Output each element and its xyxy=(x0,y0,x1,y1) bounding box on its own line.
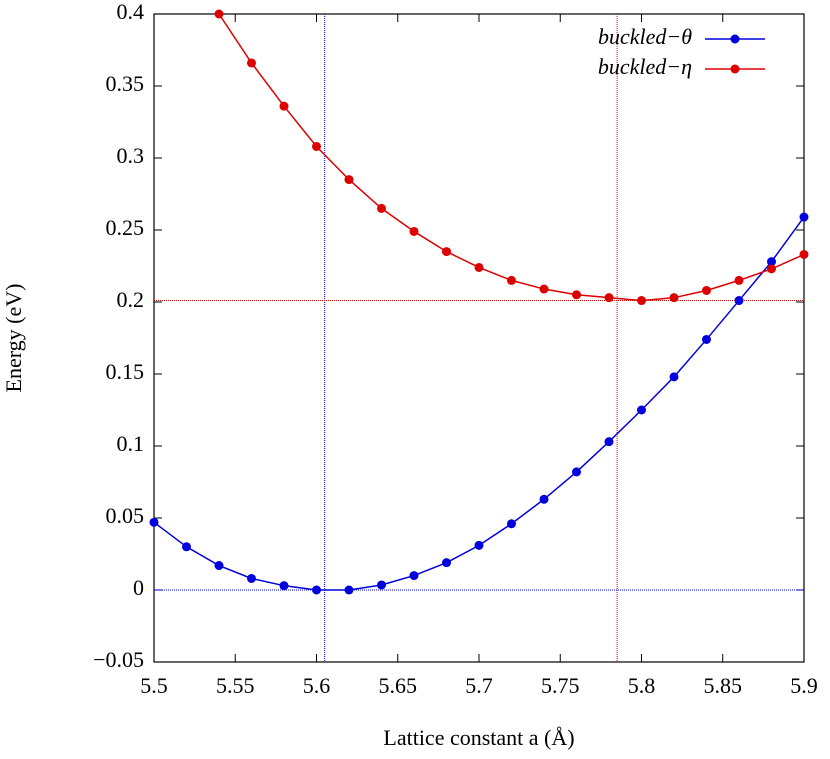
data-point xyxy=(279,581,289,591)
series-line xyxy=(153,216,805,591)
y-tick-label: 0.05 xyxy=(106,503,145,528)
x-tick-label: 5.55 xyxy=(216,673,255,698)
data-point xyxy=(377,580,386,590)
data-point xyxy=(702,285,711,295)
y-tick-label: 0.1 xyxy=(117,431,145,456)
x-tick-label: 5.75 xyxy=(541,673,580,698)
legend-label: buckled−η xyxy=(598,54,692,79)
y-axis-label: Energy (eV) xyxy=(1,284,26,393)
x-tick-label: 5.8 xyxy=(628,673,656,698)
data-point xyxy=(149,517,159,527)
x-tick-label: 5.9 xyxy=(790,673,818,698)
data-point xyxy=(799,249,809,259)
y-tick-label: 0.15 xyxy=(106,359,145,384)
data-point xyxy=(279,101,289,111)
data-point xyxy=(442,558,451,568)
data-point xyxy=(442,247,451,257)
data-point xyxy=(182,542,191,552)
data-point xyxy=(247,573,256,583)
y-tick-label: 0.3 xyxy=(117,143,145,168)
data-point xyxy=(572,467,581,477)
legend-swatch xyxy=(730,34,740,44)
data-point xyxy=(767,264,776,274)
x-tick-label: 5.85 xyxy=(704,673,743,698)
data-point xyxy=(312,141,321,151)
x-tick-label: 5.5 xyxy=(140,673,168,698)
data-point xyxy=(214,9,224,19)
data-point xyxy=(767,257,776,267)
data-point xyxy=(604,293,614,303)
data-point xyxy=(474,262,484,272)
data-point xyxy=(344,175,354,185)
y-tick-label: 0 xyxy=(133,575,144,600)
y-tick-label: 0.25 xyxy=(106,215,145,240)
plot-frame xyxy=(153,13,805,663)
y-tick-label: −0.05 xyxy=(93,647,144,672)
data-point xyxy=(669,293,679,303)
data-point xyxy=(702,334,711,344)
y-tick-label: 0.2 xyxy=(117,287,145,312)
data-point xyxy=(637,296,646,306)
legend-swatch xyxy=(730,64,740,74)
data-point xyxy=(474,540,484,550)
data-point xyxy=(507,275,516,285)
data-point xyxy=(409,226,419,236)
data-point xyxy=(604,437,614,447)
data-point xyxy=(637,405,646,415)
data-point xyxy=(312,585,321,595)
data-point xyxy=(799,212,809,222)
legend-label: buckled−θ xyxy=(598,24,692,49)
x-tick-label: 5.7 xyxy=(465,673,493,698)
data-point xyxy=(377,203,386,213)
data-point xyxy=(669,372,679,382)
data-point xyxy=(507,519,516,529)
data-point xyxy=(572,290,581,300)
data-point xyxy=(539,494,549,504)
data-point xyxy=(734,296,744,306)
data-point xyxy=(344,585,354,595)
data-point xyxy=(539,284,549,294)
data-point xyxy=(409,571,419,581)
x-axis-label: Lattice constant a (Å) xyxy=(383,725,574,750)
x-tick-label: 5.65 xyxy=(379,673,418,698)
data-point xyxy=(214,561,224,571)
series-line xyxy=(218,13,805,302)
y-tick-label: 0.35 xyxy=(106,71,145,96)
y-tick-label: 0.4 xyxy=(117,0,145,24)
data-point xyxy=(247,58,256,68)
x-tick-label: 5.6 xyxy=(303,673,331,698)
data-point xyxy=(734,275,744,285)
